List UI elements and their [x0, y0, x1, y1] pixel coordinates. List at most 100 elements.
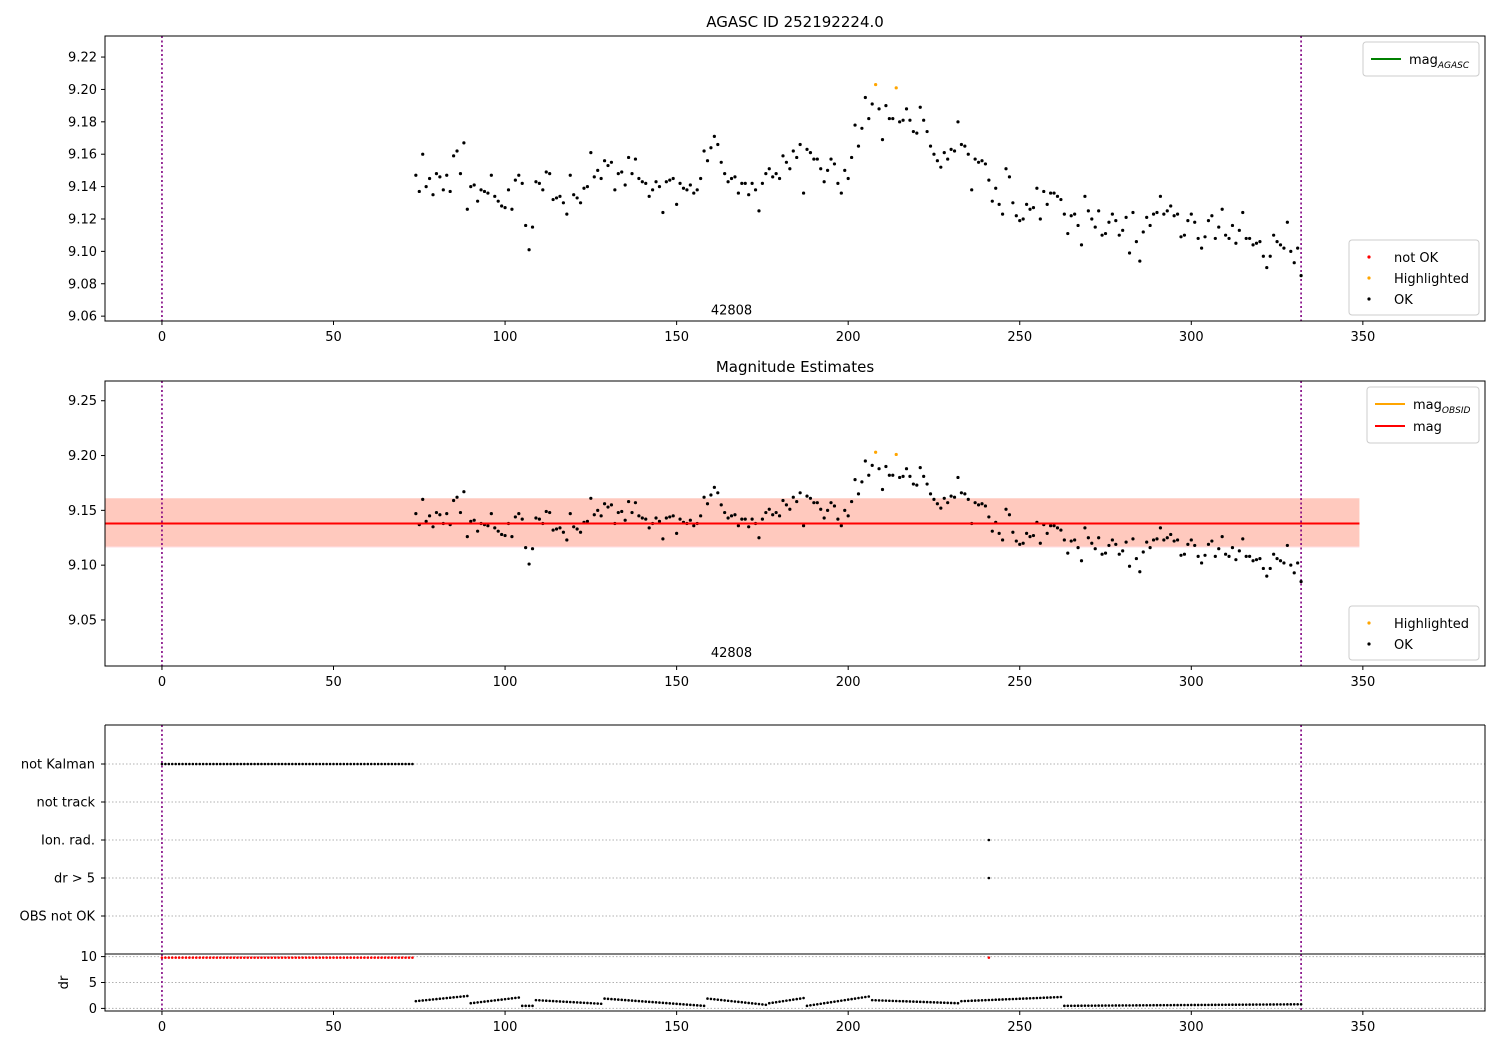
data-point-ok	[1251, 243, 1255, 247]
flag-point	[256, 762, 260, 766]
data-point-ok	[922, 118, 926, 122]
dr-point-ok	[675, 1002, 678, 1006]
flag-point	[232, 762, 236, 766]
dr-point-not-ok	[239, 956, 243, 959]
data-point-ok	[640, 180, 644, 184]
dr-point-ok	[428, 998, 431, 1002]
legend-label: magAGASC	[1409, 53, 1470, 71]
dr-point-ok	[1258, 1003, 1262, 1006]
dr-point-ok	[816, 1002, 819, 1006]
data-point-ok	[1244, 236, 1248, 241]
data-point-ok	[822, 516, 826, 520]
data-point-ok	[843, 508, 847, 512]
data-point-ok	[832, 504, 837, 508]
data-point-ok	[592, 513, 596, 517]
dr-point-ok	[870, 998, 874, 1002]
y-tick-label: 9.25	[68, 394, 97, 409]
data-point-highlighted	[894, 86, 898, 90]
data-point-ok	[795, 155, 799, 160]
data-point-ok	[688, 183, 692, 187]
x-tick-label: 0	[158, 1020, 166, 1035]
dr-point-not-ok	[191, 956, 195, 959]
legend-label: not OK	[1394, 251, 1439, 266]
flag-point	[205, 762, 208, 766]
data-point-ok	[452, 498, 456, 503]
data-point-ok	[983, 162, 988, 166]
data-point-ok	[867, 116, 871, 121]
data-point-ok	[503, 533, 507, 538]
dr-point-ok	[641, 1000, 644, 1003]
data-point-ok	[623, 183, 627, 187]
dr-point-ok	[740, 1000, 744, 1004]
dr-point-ok	[520, 1004, 524, 1008]
data-point-ok	[877, 107, 881, 111]
data-point-ok	[500, 532, 504, 537]
flag-point	[332, 762, 335, 766]
data-point-ok	[1138, 259, 1142, 263]
flag-point	[287, 762, 291, 766]
dr-point-not-ok	[397, 956, 401, 959]
data-point-ok	[1268, 254, 1272, 258]
dr-point-ok	[637, 999, 641, 1003]
data-point-ok	[898, 475, 902, 480]
dr-point-ok	[761, 1003, 764, 1006]
dr-point-ok	[918, 1000, 922, 1004]
dr-point-ok	[634, 999, 637, 1003]
data-point-ok	[1141, 550, 1145, 554]
data-point-ok	[997, 202, 1001, 207]
flag-point	[311, 762, 315, 766]
data-point-ok	[596, 508, 600, 512]
dr-point-ok	[692, 1003, 696, 1007]
data-point-ok	[956, 120, 960, 124]
data-point-ok	[503, 206, 507, 210]
dr-point-not-ok	[212, 956, 215, 959]
dr-point-ok	[1131, 1004, 1135, 1007]
flag-point	[294, 762, 298, 766]
flag-point	[194, 762, 198, 766]
dr-point-not-ok	[174, 956, 177, 959]
dr-point-ok	[1056, 995, 1059, 999]
flag-point	[167, 762, 171, 766]
data-point-ok	[1254, 241, 1259, 245]
data-point-ok	[616, 172, 620, 176]
data-point-ok	[661, 537, 665, 541]
data-point-ok	[1025, 202, 1029, 207]
dr-point-ok	[1097, 1004, 1100, 1007]
dr-point-ok	[922, 1000, 925, 1004]
dr-point-ok	[431, 998, 435, 1001]
data-point-ok	[1237, 549, 1241, 553]
data-point-ok	[647, 526, 651, 530]
dr-point-ok	[1145, 1003, 1148, 1007]
data-point-ok	[1145, 540, 1149, 544]
data-point-ok	[647, 194, 651, 198]
data-point-ok	[1289, 563, 1293, 567]
data-point-ok	[904, 107, 909, 111]
data-point-ok	[853, 478, 857, 482]
data-point-ok	[1025, 531, 1029, 535]
dr-point-not-ok	[270, 956, 274, 959]
data-point-ok	[808, 150, 813, 155]
data-point-ok	[966, 497, 970, 501]
data-point-ok	[1103, 231, 1108, 236]
dr-point-ok	[737, 1000, 740, 1004]
data-point-ok	[798, 142, 802, 147]
data-point-ok	[736, 524, 740, 528]
dr-point-ok	[1066, 1004, 1070, 1008]
dr-point-ok	[949, 1001, 953, 1005]
data-point-ok	[1158, 194, 1163, 198]
data-point-ok	[1151, 212, 1156, 216]
dr-point-ok	[1025, 997, 1028, 1000]
data-point-ok	[592, 175, 596, 179]
data-point-ok	[1107, 220, 1111, 224]
data-point-ok	[1234, 558, 1238, 562]
data-point-ok	[606, 505, 610, 509]
data-point-ok	[1213, 554, 1217, 558]
flag-point	[164, 762, 167, 766]
data-point-ok	[1292, 571, 1296, 575]
flag-point	[215, 762, 219, 766]
data-point-ok	[1299, 579, 1303, 584]
dr-point-ok	[627, 999, 630, 1002]
data-point-ok	[1038, 541, 1042, 545]
data-point-ok	[482, 189, 487, 194]
data-point-ok	[1203, 235, 1207, 239]
